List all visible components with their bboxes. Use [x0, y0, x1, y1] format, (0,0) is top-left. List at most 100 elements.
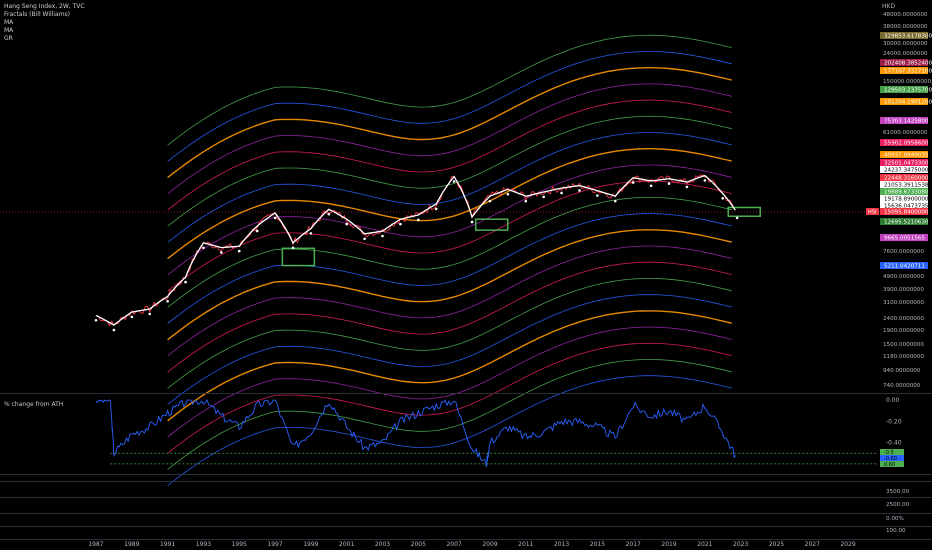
growth-band-line: [167, 310, 732, 422]
price-tick-label: 1500.0000000: [883, 342, 924, 348]
price-level-label: 24237.3475000: [884, 168, 929, 174]
price-tick-label: 740.0000000: [883, 383, 921, 389]
price-level-badge[interactable]: [880, 86, 928, 93]
highlight-boxes: [281, 206, 761, 267]
price-tick-label: 7600.0000000: [883, 249, 924, 255]
price-tick-label: 30000.0000000: [883, 41, 928, 47]
pane-tick-label: 100.00: [886, 528, 906, 534]
pane-separator[interactable]: [0, 393, 932, 394]
price-level-badge[interactable]: [880, 117, 928, 124]
pane-tick-label: 3500.00: [886, 489, 910, 495]
price-level-badge[interactable]: [880, 139, 928, 146]
price-level-label: 202408.3852400: [884, 61, 932, 67]
pane-separator[interactable]: [0, 497, 932, 498]
growth-band-line: [167, 99, 732, 211]
fractal-point: [434, 207, 438, 211]
price-level-badge[interactable]: [880, 151, 928, 158]
time-tick-label: 2027: [805, 541, 820, 548]
price-level-badge[interactable]: [880, 67, 928, 74]
fractal-point: [524, 199, 528, 203]
growth-band-line: [167, 67, 732, 179]
fractal-point: [488, 199, 492, 203]
time-tick-label: 1989: [124, 541, 139, 548]
fractal-point: [148, 312, 152, 316]
price-level-badge[interactable]: [880, 174, 928, 181]
price-level-label: 40937.0949035: [884, 153, 929, 159]
price-level-badge[interactable]: [880, 195, 928, 202]
price-level-badge[interactable]: [880, 218, 928, 225]
indicator-gr[interactable]: GR: [4, 35, 13, 42]
growth-band-line: [167, 359, 732, 470]
price-level-label: 75303.1425800: [884, 119, 929, 125]
price-level-badge[interactable]: [880, 188, 928, 195]
drawdown-tick-label: 0.00: [886, 397, 900, 404]
growth-band-line: [167, 180, 732, 292]
pane-separator[interactable]: [0, 513, 932, 514]
growth-band-line: [167, 115, 732, 227]
ma-fast-line: [95, 174, 736, 326]
fractal-point: [721, 196, 725, 200]
fractal-point: [130, 315, 134, 319]
time-tick-label: 1993: [196, 541, 211, 548]
drawdown-badge-label: -0.5: [884, 450, 894, 456]
price-level-badge[interactable]: [880, 59, 928, 66]
drawdown-series: 0.00 -0.20 -0.40 -0.5-0.600.60: [95, 397, 904, 468]
price-level-label: 15095.8400000: [884, 210, 929, 216]
pane-tick-label: 2500.00: [886, 502, 910, 508]
price-level-label: 22448.3160000: [884, 176, 929, 182]
price-tick-label: 940.0000000: [883, 368, 921, 374]
drawdown-badge: [880, 449, 904, 455]
price-level-badge[interactable]: [880, 166, 928, 173]
price-level-badge[interactable]: [880, 32, 928, 39]
indicator-fractals[interactable]: Fractals (Bill Williams): [4, 11, 71, 18]
price-level-badge[interactable]: [880, 181, 928, 188]
pane-separator[interactable]: [0, 474, 932, 475]
fractal-point: [112, 328, 116, 332]
fractal-point: [452, 180, 456, 183]
fractal-point: [345, 222, 348, 226]
pane-separator[interactable]: [0, 539, 932, 540]
price-level-label: 55902.0958600: [884, 141, 929, 147]
price-level-label: 15636.0473735: [884, 204, 929, 210]
price-tick-label: 150000.0000000: [883, 79, 931, 85]
price-level-badge[interactable]: [880, 208, 928, 215]
price-level-badge[interactable]: [880, 234, 928, 241]
highlight-box[interactable]: [727, 206, 761, 217]
pane-separator[interactable]: [0, 481, 932, 482]
price-level-badge[interactable]: [880, 262, 928, 269]
growth-band-line: [167, 148, 732, 260]
fractal-point: [631, 181, 635, 184]
fractal-point: [560, 191, 563, 195]
price-level-badge[interactable]: [880, 159, 928, 166]
price-level-badge[interactable]: [880, 98, 928, 105]
price-level-label: 129503.2375700: [884, 88, 932, 94]
growth-band-line: [167, 245, 732, 357]
indicator-ma-1[interactable]: MA: [4, 19, 14, 26]
price-tick-label: 24000.0000000: [883, 51, 928, 57]
pane-separator[interactable]: [0, 526, 932, 527]
fractal-point: [596, 194, 599, 197]
time-axis: 1987 1989 1991 1993 1995 1997 1999 2001 2003 2005…: [88, 541, 856, 548]
price-level-label: 5211.0420711: [884, 264, 925, 270]
growth-band-line: [167, 132, 732, 243]
time-tick-label: 1991: [160, 541, 175, 548]
fractal-point: [470, 220, 474, 224]
growth-band-line: [167, 261, 732, 373]
highlight-box[interactable]: [281, 247, 316, 267]
chart-title[interactable]: Hang Seng Index, 2W, TVC: [4, 3, 85, 10]
fractal-point: [166, 299, 169, 303]
fractal-point: [649, 184, 653, 188]
price-tick-label: 61000.0000000: [883, 130, 928, 136]
time-tick-label: 2005: [411, 541, 426, 548]
growth-band-line: [167, 278, 732, 389]
price-tick-label: 48000.0000000: [883, 12, 928, 18]
price-level-badge[interactable]: [880, 202, 928, 209]
fractal-point: [506, 192, 510, 196]
time-tick-label: 2007: [446, 541, 461, 548]
indicator-ma-2[interactable]: MA: [4, 27, 14, 34]
growth-band-line: [167, 375, 732, 487]
price-level-label: 12695.5210630: [884, 220, 929, 226]
price-tick-label: 3900.0000000: [883, 287, 924, 293]
highlight-box[interactable]: [474, 218, 509, 231]
